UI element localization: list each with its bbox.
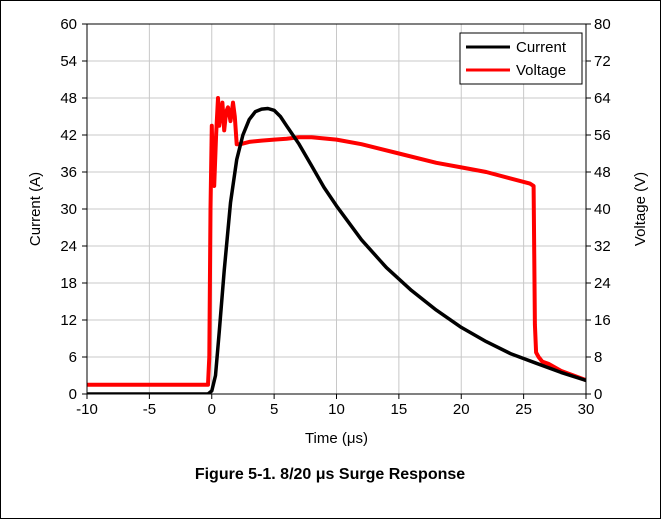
- x-axis-label: Time (μs): [305, 430, 368, 447]
- y-left-tick-label: 60: [60, 16, 77, 33]
- y-left-tick-label: 18: [60, 275, 77, 292]
- series-line-voltage: [87, 96, 586, 387]
- series-layer: [87, 96, 586, 394]
- x-tick-label: -5: [143, 401, 156, 418]
- series-line-current: [87, 106, 586, 394]
- x-tick-label: 10: [328, 401, 345, 418]
- y-left-tick-label: 24: [60, 238, 77, 255]
- y-left-tick-label: 12: [60, 312, 77, 329]
- y-axis-label-right: Voltage (V): [632, 172, 649, 246]
- y-right-tick-label: 8: [594, 349, 602, 366]
- y-left-tick-label: 48: [60, 90, 77, 107]
- legend-box: [459, 32, 583, 85]
- figure-caption: Figure 5-1. 8/20 μs Surge Response: [195, 466, 465, 483]
- y-right-tick-label: 64: [594, 90, 611, 107]
- x-tick-label: 5: [270, 401, 278, 418]
- x-tick-label: 25: [515, 401, 532, 418]
- y-right-tick-label: 40: [594, 201, 611, 218]
- axis-ticks: -10 -5 0 5 10 15 20 25 3006121824303642485460081…: [60, 16, 610, 418]
- y-right-tick-label: 80: [594, 16, 611, 33]
- y-right-tick-label: 32: [594, 238, 611, 255]
- x-tick-label: 0: [208, 401, 216, 418]
- y-right-tick-label: 0: [594, 386, 602, 403]
- y-left-tick-label: 6: [69, 349, 77, 366]
- y-right-tick-label: 72: [594, 53, 611, 70]
- legend-label-voltage: Voltage: [516, 62, 566, 79]
- x-tick-label: 15: [391, 401, 408, 418]
- y-right-tick-label: 24: [594, 275, 611, 292]
- y-left-tick-label: 0: [69, 386, 77, 403]
- y-right-tick-label: 56: [594, 127, 611, 144]
- y-left-tick-label: 54: [60, 53, 77, 70]
- y-axis-label-left: Current (A): [27, 172, 44, 246]
- x-tick-label: 30: [578, 401, 595, 418]
- y-right-tick-label: 48: [594, 164, 611, 181]
- y-left-tick-label: 36: [60, 164, 77, 181]
- legend-label-current: Current: [516, 39, 567, 56]
- legend: Current Voltage: [459, 32, 583, 85]
- y-right-tick-label: 16: [594, 312, 611, 329]
- x-tick-label: -10: [76, 401, 98, 418]
- y-left-tick-label: 30: [60, 201, 77, 218]
- x-tick-label: 20: [453, 401, 470, 418]
- y-left-tick-label: 42: [60, 127, 77, 144]
